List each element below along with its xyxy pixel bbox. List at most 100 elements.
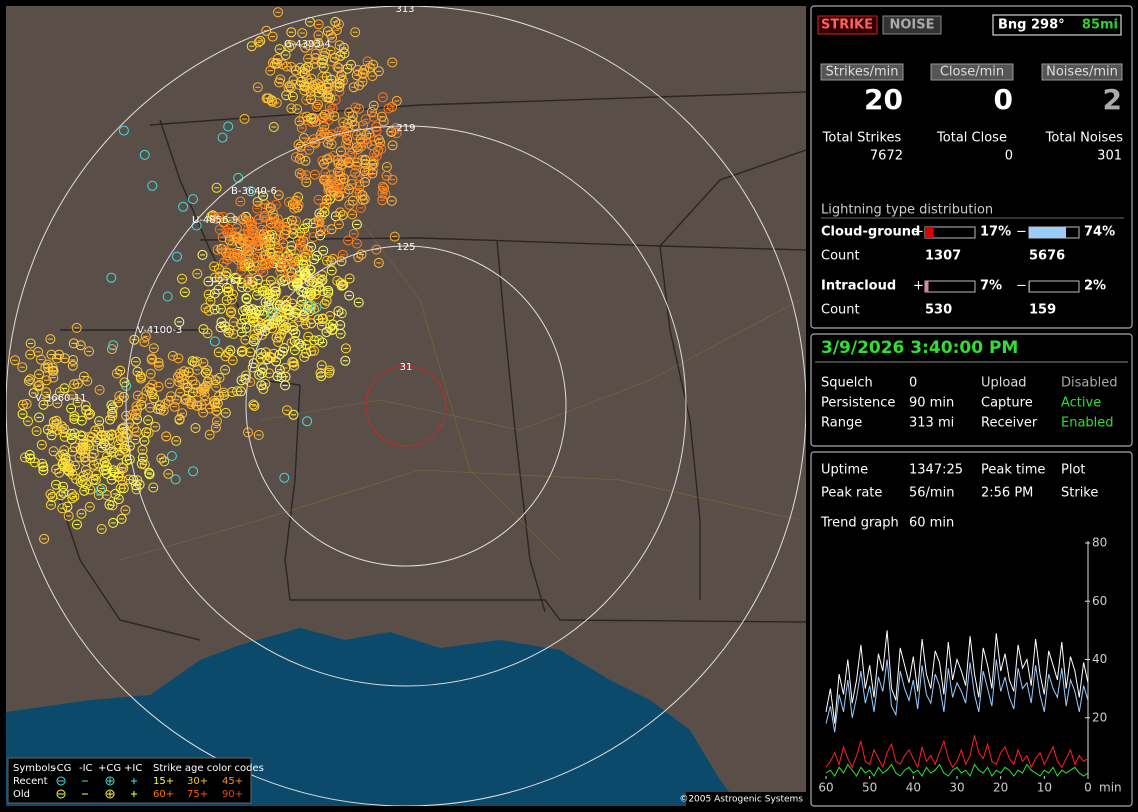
x-tick-label: 40	[906, 781, 921, 795]
range-rings	[6, 6, 806, 806]
strike-button[interactable]: STRIKE	[821, 18, 873, 33]
strike-symbol	[36, 439, 47, 450]
strike-symbol	[226, 294, 237, 305]
strike-symbol	[62, 501, 73, 512]
strike-symbol	[286, 82, 296, 93]
strike-symbol	[299, 312, 310, 323]
strike-symbol	[96, 442, 107, 453]
rate-header-box	[820, 63, 904, 81]
strike-symbol	[83, 409, 94, 420]
strike-symbol	[221, 226, 232, 236]
strike-symbol	[211, 382, 222, 392]
x-tick-label: 50	[862, 781, 877, 795]
symbol-legend: Symbols -CG -IC +CG +IC Strike age color…	[7, 757, 264, 804]
strike-symbol	[202, 328, 213, 339]
sign: +	[913, 225, 924, 240]
strike-symbol	[237, 282, 247, 293]
strike-symbol	[108, 340, 119, 351]
strike-symbol	[39, 533, 50, 544]
strike-symbol	[203, 289, 214, 300]
strike-symbol	[161, 431, 172, 442]
strike-symbol	[379, 183, 390, 194]
settings: Squelch 0 Upload Disabled Persistence 90 min C…	[821, 376, 1117, 431]
strike-symbol	[252, 196, 263, 207]
strike-symbol	[66, 390, 77, 401]
bearing: Bng 298°	[998, 18, 1065, 33]
strike-symbol	[246, 186, 256, 197]
strike-symbol	[96, 524, 107, 534]
strike-symbol	[69, 413, 80, 424]
strike-symbol	[306, 73, 317, 84]
rate-value: 20	[864, 83, 903, 116]
strike-symbol	[318, 245, 329, 256]
legend-row: Recent	[13, 776, 48, 787]
strike-symbol	[359, 194, 370, 205]
strike-symbol	[282, 405, 292, 416]
distribution: Cloud-ground+ −17%130774%5676CountIntracl…	[821, 225, 1115, 318]
strike-symbol	[21, 398, 32, 409]
strike-symbol	[130, 434, 141, 445]
stats-cell: 2:56 PM	[981, 486, 1033, 501]
strike-symbol	[214, 272, 225, 283]
strike-symbol	[332, 62, 343, 73]
strike-symbol	[377, 195, 388, 206]
strike-symbol	[270, 238, 281, 249]
strike-symbol	[253, 324, 264, 335]
strike-symbol	[275, 220, 286, 231]
strike-symbol	[143, 427, 154, 438]
strike-symbol	[200, 367, 211, 378]
strike-symbol	[284, 197, 294, 207]
trend-line	[825, 630, 1089, 724]
percent: 2%	[1084, 279, 1106, 294]
strike-symbol	[294, 270, 305, 281]
strike-symbol	[352, 65, 363, 75]
strike-symbol	[31, 426, 42, 437]
strike-symbol	[268, 348, 279, 359]
strike-symbol	[120, 505, 131, 516]
strike-symbol	[329, 53, 340, 63]
noise-button-box[interactable]	[882, 15, 942, 35]
strike-symbol	[253, 37, 264, 48]
strike-symbol	[308, 232, 319, 242]
strike-symbol	[265, 215, 275, 226]
stats-cell: Uptime	[821, 463, 868, 478]
rate-value: 0	[994, 83, 1013, 116]
sign: −	[1016, 279, 1027, 294]
strike-symbol	[315, 276, 326, 287]
strike-symbol	[255, 35, 266, 46]
strike-symbol	[348, 82, 359, 93]
strike-symbol	[127, 409, 138, 420]
strike-symbol	[94, 384, 105, 395]
strike-symbol	[278, 324, 289, 335]
strike-symbol	[213, 284, 224, 295]
strike-symbol	[326, 74, 337, 85]
ring-label: 125	[396, 242, 415, 253]
strike-symbol	[209, 336, 220, 347]
storm-label: U-4856-9	[192, 215, 238, 226]
rate-header-box	[1041, 63, 1123, 81]
strike-symbol	[332, 166, 343, 177]
ring-label: 31	[400, 362, 413, 373]
strike-symbol	[106, 400, 117, 411]
strike-symbol	[305, 287, 316, 298]
strike-button-box[interactable]	[817, 15, 878, 35]
strike-symbol	[116, 462, 127, 473]
strike-symbol	[316, 57, 327, 68]
strike-symbol	[340, 343, 351, 354]
strike-symbol	[153, 357, 164, 368]
strike-symbol	[334, 126, 344, 137]
strike-symbol	[147, 379, 158, 390]
strike-symbol	[268, 208, 279, 219]
strike-symbol	[353, 144, 363, 155]
ring-label: 313	[395, 4, 414, 15]
count: 530	[925, 303, 952, 318]
strike-symbol	[273, 190, 284, 201]
strike-symbol	[262, 289, 273, 300]
noise-button[interactable]: NOISE	[889, 18, 934, 33]
strike-symbol	[305, 83, 316, 94]
strike-symbol	[304, 40, 314, 51]
strike-symbol	[351, 238, 362, 249]
strike-symbol	[330, 94, 341, 105]
strike-symbol	[274, 349, 285, 360]
strike-symbol	[45, 334, 56, 345]
